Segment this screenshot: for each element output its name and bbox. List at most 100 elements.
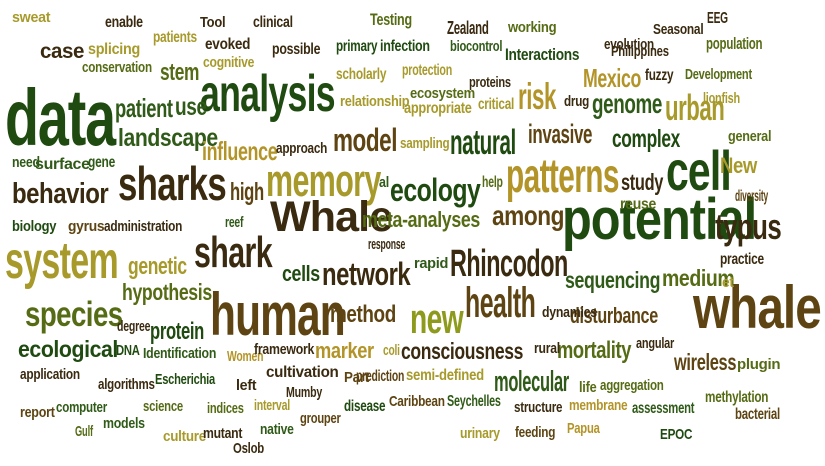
cloud-word: patients bbox=[153, 29, 197, 46]
cloud-word: complex bbox=[612, 125, 680, 153]
cloud-word: risk bbox=[518, 76, 556, 117]
cloud-word: mortality bbox=[557, 337, 632, 364]
cloud-word: sequencing bbox=[565, 267, 661, 293]
cloud-word: memory bbox=[266, 155, 381, 206]
cloud-word: EPOC bbox=[660, 426, 693, 443]
cloud-word: invasive bbox=[528, 119, 593, 149]
cloud-word: urinary bbox=[460, 425, 500, 442]
cloud-word: feeding bbox=[515, 424, 556, 441]
cloud-word: system bbox=[5, 232, 119, 290]
cloud-word: Identification bbox=[143, 345, 217, 362]
cloud-word: sharks bbox=[118, 157, 227, 210]
cloud-word: gyrus bbox=[68, 218, 105, 235]
cloud-word: semi-defined bbox=[406, 367, 484, 384]
cloud-word: et bbox=[722, 274, 734, 291]
cloud-word: Zealand bbox=[447, 18, 489, 38]
cloud-word: practice bbox=[720, 251, 764, 268]
cloud-word: Rhincodon bbox=[450, 243, 568, 285]
cloud-word: interval bbox=[254, 397, 290, 414]
cloud-word: cognitive bbox=[203, 54, 255, 71]
cloud-word: disturbance bbox=[570, 303, 658, 328]
cloud-word: disease bbox=[344, 398, 386, 415]
cloud-word: possible bbox=[272, 41, 321, 58]
cloud-word: Gulf bbox=[75, 423, 93, 440]
cloud-word: Escherichia bbox=[155, 371, 215, 388]
cloud-word: prediction bbox=[356, 368, 405, 385]
cloud-word: rapid bbox=[414, 255, 449, 272]
cloud-word: stem bbox=[160, 59, 200, 86]
cloud-word: marker bbox=[315, 338, 374, 363]
cloud-word: indices bbox=[207, 400, 244, 417]
cloud-word: Development bbox=[685, 66, 752, 83]
cloud-word: health bbox=[465, 279, 536, 327]
cloud-word: need bbox=[12, 154, 40, 171]
cloud-word: ecosystem bbox=[410, 85, 475, 102]
cloud-word: case bbox=[40, 40, 85, 63]
cloud-word: analysis bbox=[200, 65, 336, 123]
cloud-word: evolution bbox=[604, 36, 654, 53]
cloud-word: methylation bbox=[705, 389, 769, 406]
cloud-word: patient bbox=[115, 93, 173, 123]
cloud-word: critical bbox=[478, 96, 515, 113]
cloud-word: human bbox=[210, 281, 346, 348]
cloud-word: consciousness bbox=[401, 338, 524, 364]
cloud-word: wireless bbox=[674, 349, 737, 375]
cloud-word: network bbox=[322, 256, 411, 292]
cloud-word: Testing bbox=[370, 10, 412, 29]
cloud-word: EEG bbox=[707, 10, 728, 27]
cloud-word: ecology bbox=[390, 172, 481, 208]
cloud-word: primary bbox=[336, 38, 378, 55]
cloud-word: response bbox=[368, 236, 406, 253]
cloud-word: data bbox=[5, 73, 116, 162]
cloud-word: administration bbox=[104, 218, 183, 235]
cloud-word: assessment bbox=[632, 400, 695, 417]
cloud-word: Caribbean bbox=[389, 393, 445, 410]
cloud-word: sampling bbox=[400, 135, 450, 152]
cloud-word: help bbox=[482, 174, 503, 191]
cloud-word: patterns bbox=[506, 150, 619, 203]
cloud-word: influence bbox=[202, 136, 278, 166]
cloud-word: Seychelles bbox=[447, 393, 501, 410]
cloud-word: potential bbox=[562, 187, 757, 252]
cloud-word: cultivation bbox=[266, 364, 339, 381]
cloud-word: meta-analyses bbox=[362, 207, 480, 232]
cloud-word: high bbox=[230, 178, 264, 206]
cloud-word: fuzzy bbox=[645, 67, 674, 84]
cloud-word: reef bbox=[225, 214, 244, 231]
cloud-word: Philippines bbox=[611, 43, 669, 60]
cloud-word: sweat bbox=[12, 9, 51, 26]
cloud-word: Whale bbox=[270, 193, 393, 241]
cloud-word: application bbox=[20, 366, 80, 383]
cloud-word: method bbox=[330, 301, 396, 328]
cloud-word: Part bbox=[344, 369, 369, 386]
cloud-word: whale bbox=[693, 274, 822, 341]
cloud-word: splicing bbox=[88, 41, 140, 58]
cloud-word: appropriate bbox=[404, 100, 472, 117]
cloud-word: Mexico bbox=[583, 63, 641, 93]
cloud-word: new bbox=[410, 295, 464, 342]
cloud-word: use bbox=[175, 93, 207, 121]
cloud-word: Seasonal bbox=[653, 21, 704, 38]
cloud-word: grouper bbox=[300, 410, 341, 427]
cloud-word: science bbox=[143, 398, 183, 415]
cloud-word: drug bbox=[564, 93, 590, 110]
cloud-word: bacterial bbox=[735, 406, 780, 423]
cloud-word: behavior bbox=[12, 178, 109, 210]
cloud-word: infection bbox=[380, 38, 430, 55]
cloud-word: Mumby bbox=[286, 384, 323, 401]
cloud-word: genetic bbox=[128, 253, 187, 280]
cloud-word: plugin bbox=[737, 356, 781, 373]
cloud-word: surface bbox=[35, 156, 90, 173]
cloud-word: hypothesis bbox=[122, 279, 212, 305]
cloud-word: evoked bbox=[205, 36, 251, 53]
cloud-word: protection bbox=[402, 62, 453, 79]
cloud-word: urban bbox=[665, 87, 725, 128]
cloud-word: relationship bbox=[340, 93, 410, 110]
cloud-word: structure bbox=[514, 399, 563, 416]
cloud-word: ecological bbox=[18, 336, 118, 362]
cloud-word: Papua bbox=[567, 420, 600, 437]
cloud-word: clinical bbox=[253, 14, 293, 31]
cloud-word: typus bbox=[715, 206, 782, 247]
cloud-word: angular bbox=[636, 335, 675, 352]
